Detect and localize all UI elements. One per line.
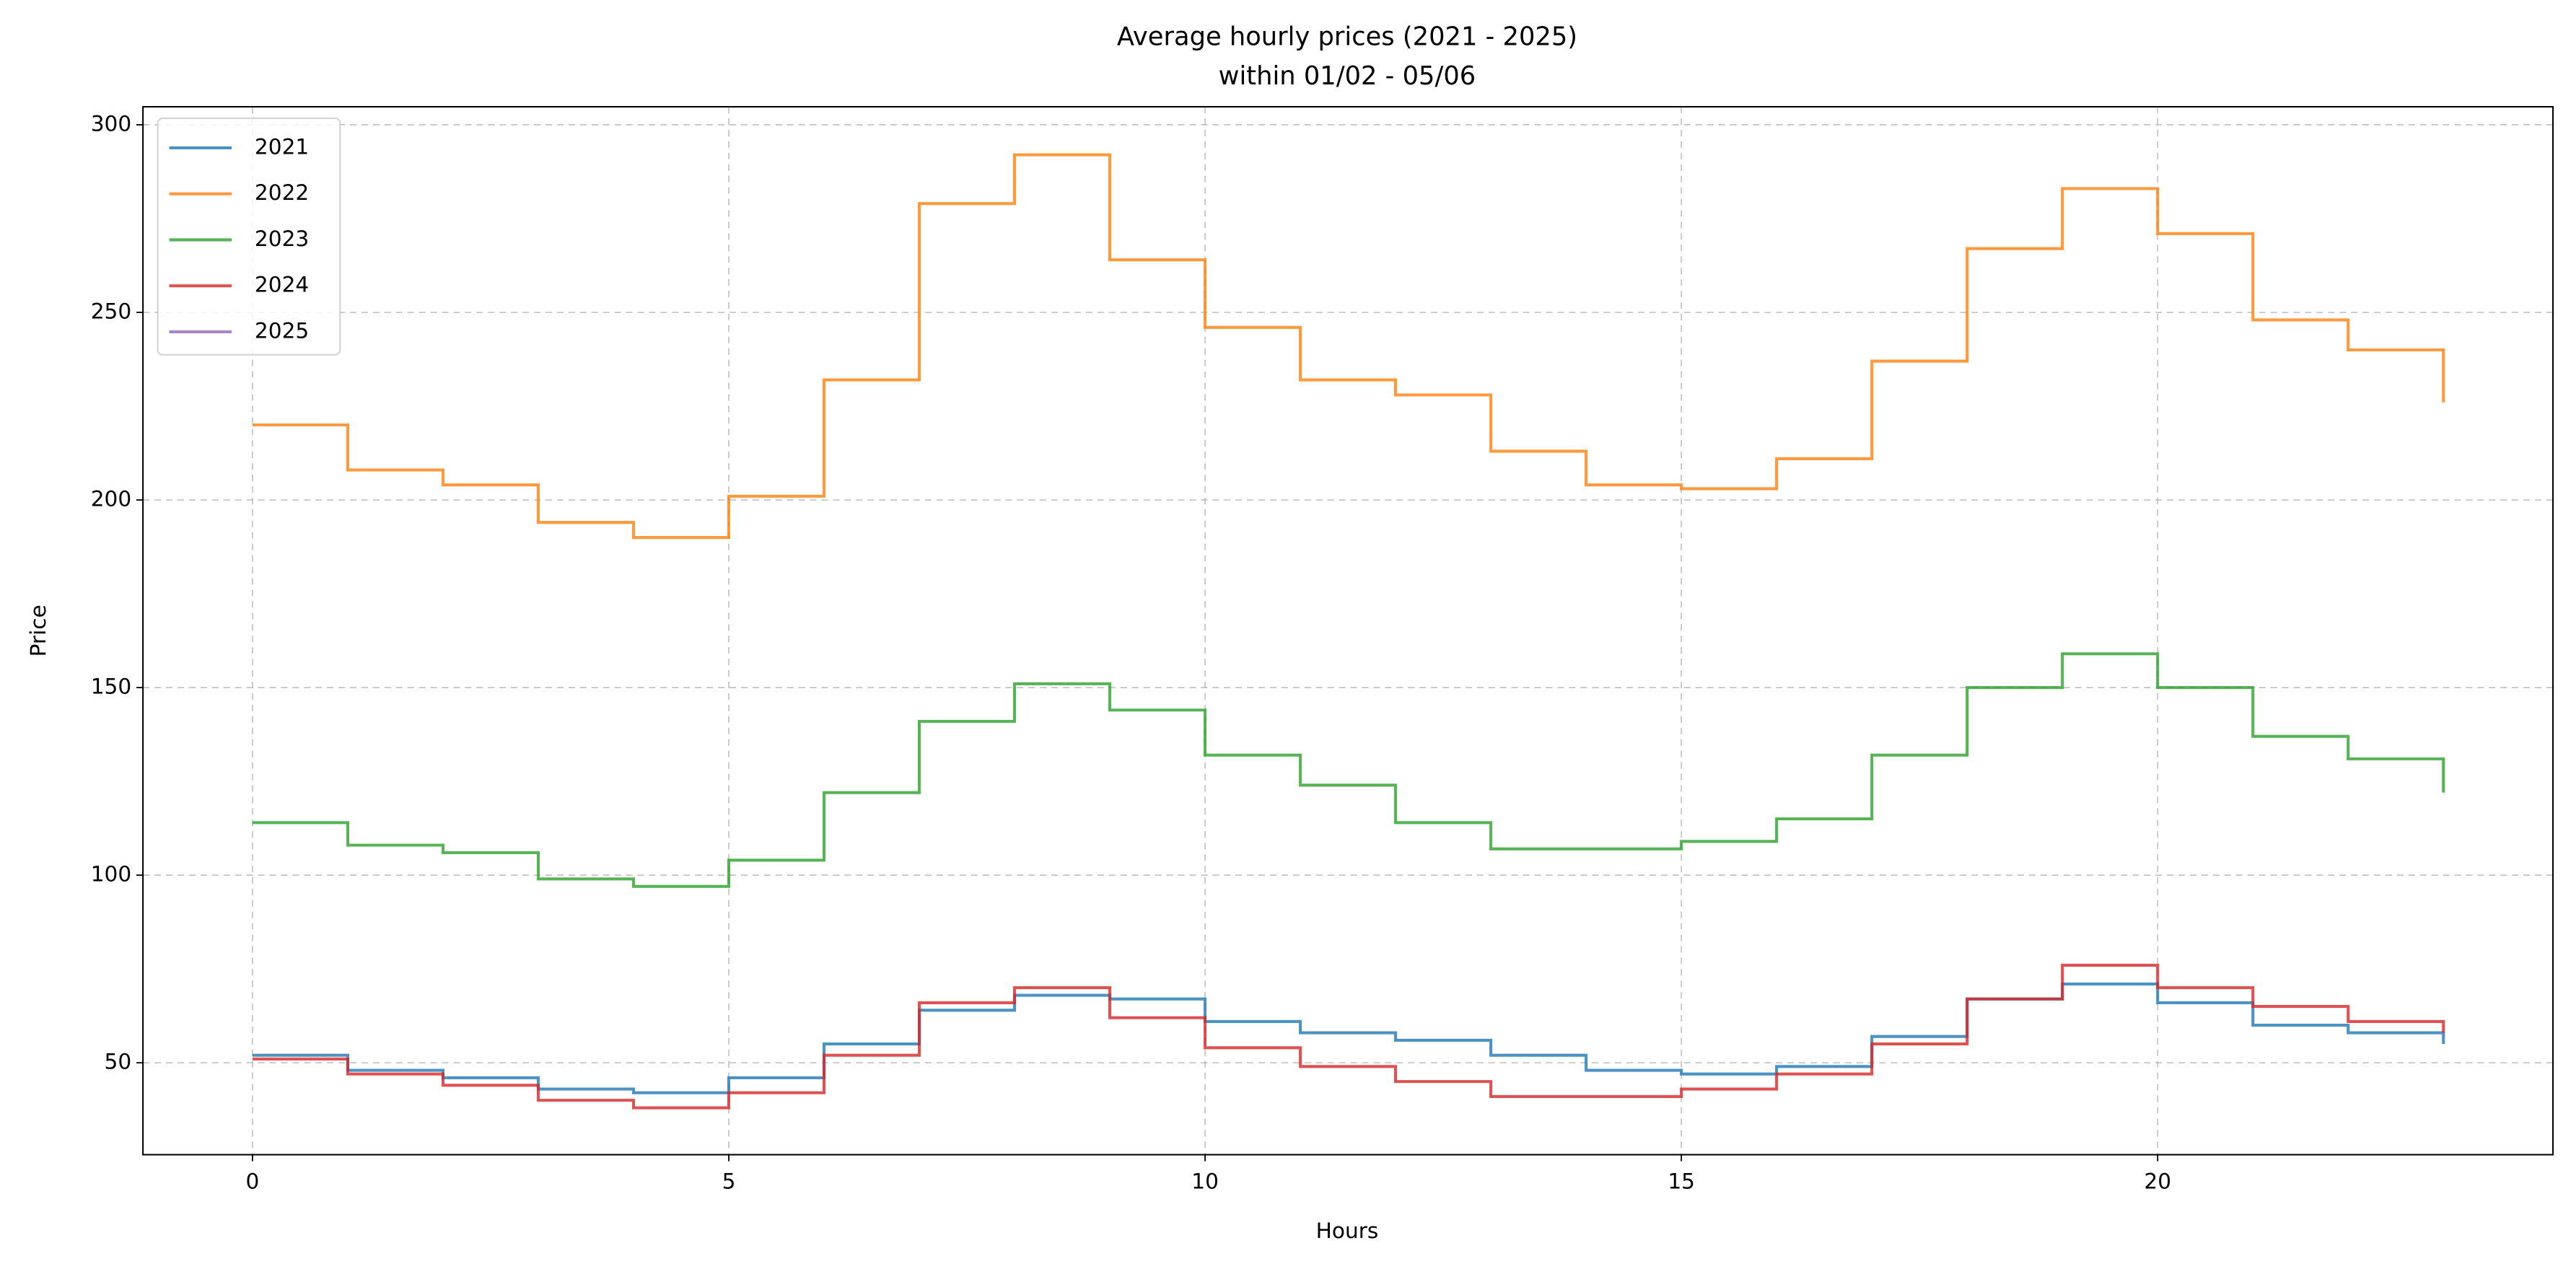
y-tick-label: 150 bbox=[91, 675, 131, 699]
legend-label: 2024 bbox=[255, 273, 309, 297]
y-tick-label: 300 bbox=[91, 111, 131, 136]
chart-title: Average hourly prices (2021 - 2025) bbox=[1117, 22, 1577, 51]
x-axis-label: Hours bbox=[1316, 1218, 1379, 1243]
y-tick-label: 50 bbox=[105, 1050, 132, 1074]
legend-label: 2021 bbox=[255, 134, 309, 159]
y-tick-label: 100 bbox=[91, 862, 131, 887]
series-line bbox=[252, 153, 2445, 540]
legend-box bbox=[157, 117, 341, 356]
series-line bbox=[252, 963, 2445, 1110]
x-tick-label: 15 bbox=[1668, 1169, 1695, 1194]
x-tick-label: 0 bbox=[246, 1169, 260, 1194]
legend-label: 2022 bbox=[255, 180, 309, 205]
x-tick-label: 20 bbox=[2144, 1169, 2171, 1194]
x-tick-label: 5 bbox=[722, 1169, 736, 1194]
series-line bbox=[252, 982, 2445, 1094]
legend-label: 2023 bbox=[255, 227, 309, 251]
y-tick-label: 200 bbox=[91, 487, 131, 511]
chart-subtitle: within 01/02 - 05/06 bbox=[1219, 61, 1476, 91]
x-tick-label: 10 bbox=[1191, 1169, 1219, 1194]
legend-label: 2025 bbox=[255, 318, 309, 343]
y-tick-label: 250 bbox=[91, 299, 131, 323]
series-line bbox=[252, 652, 2445, 888]
plot-frame bbox=[142, 105, 2554, 1156]
y-axis-label: Price bbox=[26, 605, 51, 657]
